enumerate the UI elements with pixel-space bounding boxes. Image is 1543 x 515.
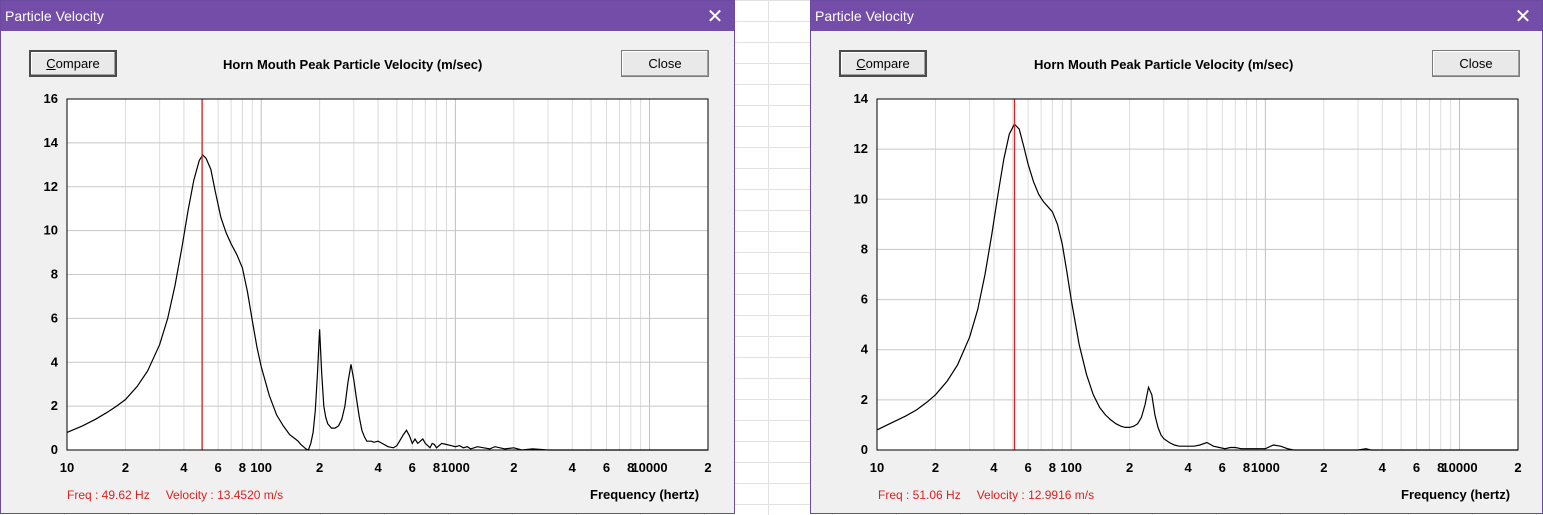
y-tick-label: 12 xyxy=(44,179,58,194)
x-tick-label: 8 xyxy=(1437,460,1444,475)
cursor-readout: Freq : 51.06 Hz Velocity : 12.9916 m/s xyxy=(878,488,1094,502)
chart-title: Horn Mouth Peak Particle Velocity (m/sec… xyxy=(1034,57,1294,72)
x-tick-label: 8 xyxy=(433,460,440,475)
y-tick-label: 6 xyxy=(861,292,868,307)
y-tick-label: 2 xyxy=(51,398,58,413)
x-tick-label: 2 xyxy=(122,460,129,475)
x-tick-label: 10 xyxy=(870,460,884,475)
compare-label-rest: ompare xyxy=(55,56,100,71)
compare-label-rest: ompare xyxy=(865,56,910,71)
x-tick-label: 6 xyxy=(1413,460,1420,475)
window-title: Particle Velocity xyxy=(815,8,914,24)
x-tick-label: 8 xyxy=(239,460,246,475)
x-tick-label: 2 xyxy=(704,460,711,475)
plot-area xyxy=(877,99,1518,450)
plot-frame xyxy=(876,98,1519,451)
y-tick-label: 14 xyxy=(854,91,869,106)
velocity-curve xyxy=(876,123,1518,451)
y-tick-label: 16 xyxy=(44,91,58,106)
x-tick-label: 4 xyxy=(180,460,188,475)
window-title: Particle Velocity xyxy=(5,8,104,24)
chart-title: Horn Mouth Peak Particle Velocity (m/sec… xyxy=(223,57,483,72)
x-tick-label: 1000 xyxy=(1251,460,1280,475)
y-tick-label: 4 xyxy=(861,342,869,357)
y-tick-label: 0 xyxy=(861,442,868,457)
x-tick-label: 100 xyxy=(1060,460,1082,475)
compare-accesskey: C xyxy=(46,56,56,71)
readout-velocity: Velocity : 13.4520 m/s xyxy=(165,488,284,502)
x-tick-label: 6 xyxy=(409,460,416,475)
y-tick-label: 2 xyxy=(861,392,868,407)
cursor-readout: Freq : 49.62 Hz Velocity : 13.4520 m/s xyxy=(67,488,283,502)
x-tick-label: 4 xyxy=(374,460,382,475)
x-tick-label: 2 xyxy=(932,460,939,475)
y-tick-label: 8 xyxy=(51,267,58,282)
y-tick-label: 14 xyxy=(44,135,59,150)
x-tick-label: 10000 xyxy=(631,460,667,475)
close-icon[interactable]: ✕ xyxy=(706,5,724,28)
y-tick-label: 4 xyxy=(51,354,59,369)
x-tick-label: 2 xyxy=(1320,460,1327,475)
x-tick-label: 6 xyxy=(1024,460,1031,475)
x-tick-label: 6 xyxy=(603,460,610,475)
readout-frequency: Freq : 49.62 Hz xyxy=(67,488,150,502)
titlebar[interactable]: Particle Velocity ✕ xyxy=(811,1,1542,31)
compare-accesskey: C xyxy=(856,56,866,71)
x-tick-label: 100 xyxy=(250,460,272,475)
x-tick-label: 2 xyxy=(1514,460,1521,475)
x-tick-label: 2 xyxy=(1126,460,1133,475)
x-axis-label: Frequency (hertz) xyxy=(1401,487,1511,502)
titlebar[interactable]: Particle Velocity ✕ xyxy=(1,1,734,31)
plot-frame xyxy=(66,98,709,451)
close-icon[interactable]: ✕ xyxy=(1514,5,1532,28)
y-tick-label: 8 xyxy=(861,241,868,256)
readout-velocity: Velocity : 12.9916 m/s xyxy=(976,488,1095,502)
y-tick-label: 6 xyxy=(51,310,58,325)
x-axis-label: Frequency (hertz) xyxy=(590,487,700,502)
readout-frequency: Freq : 51.06 Hz xyxy=(878,488,961,502)
close-button[interactable]: Close xyxy=(1432,50,1520,77)
x-tick-label: 4 xyxy=(990,460,998,475)
y-tick-label: 10 xyxy=(44,223,58,238)
x-tick-label: 4 xyxy=(1379,460,1387,475)
x-tick-label: 4 xyxy=(569,460,577,475)
x-tick-label: 8 xyxy=(1243,460,1250,475)
x-tick-label: 2 xyxy=(316,460,323,475)
x-tick-label: 10 xyxy=(60,460,74,475)
x-tick-label: 2 xyxy=(510,460,517,475)
x-tick-label: 6 xyxy=(1219,460,1226,475)
x-tick-label: 4 xyxy=(1184,460,1192,475)
close-button[interactable]: Close xyxy=(621,50,709,77)
x-tick-label: 1000 xyxy=(441,460,470,475)
y-tick-label: 10 xyxy=(854,191,868,206)
y-tick-label: 12 xyxy=(854,141,868,156)
velocity-curve xyxy=(66,153,708,451)
x-tick-label: 6 xyxy=(214,460,221,475)
x-tick-label: 10000 xyxy=(1441,460,1477,475)
x-tick-label: 8 xyxy=(1049,460,1056,475)
x-tick-label: 8 xyxy=(627,460,634,475)
y-tick-label: 0 xyxy=(51,442,58,457)
